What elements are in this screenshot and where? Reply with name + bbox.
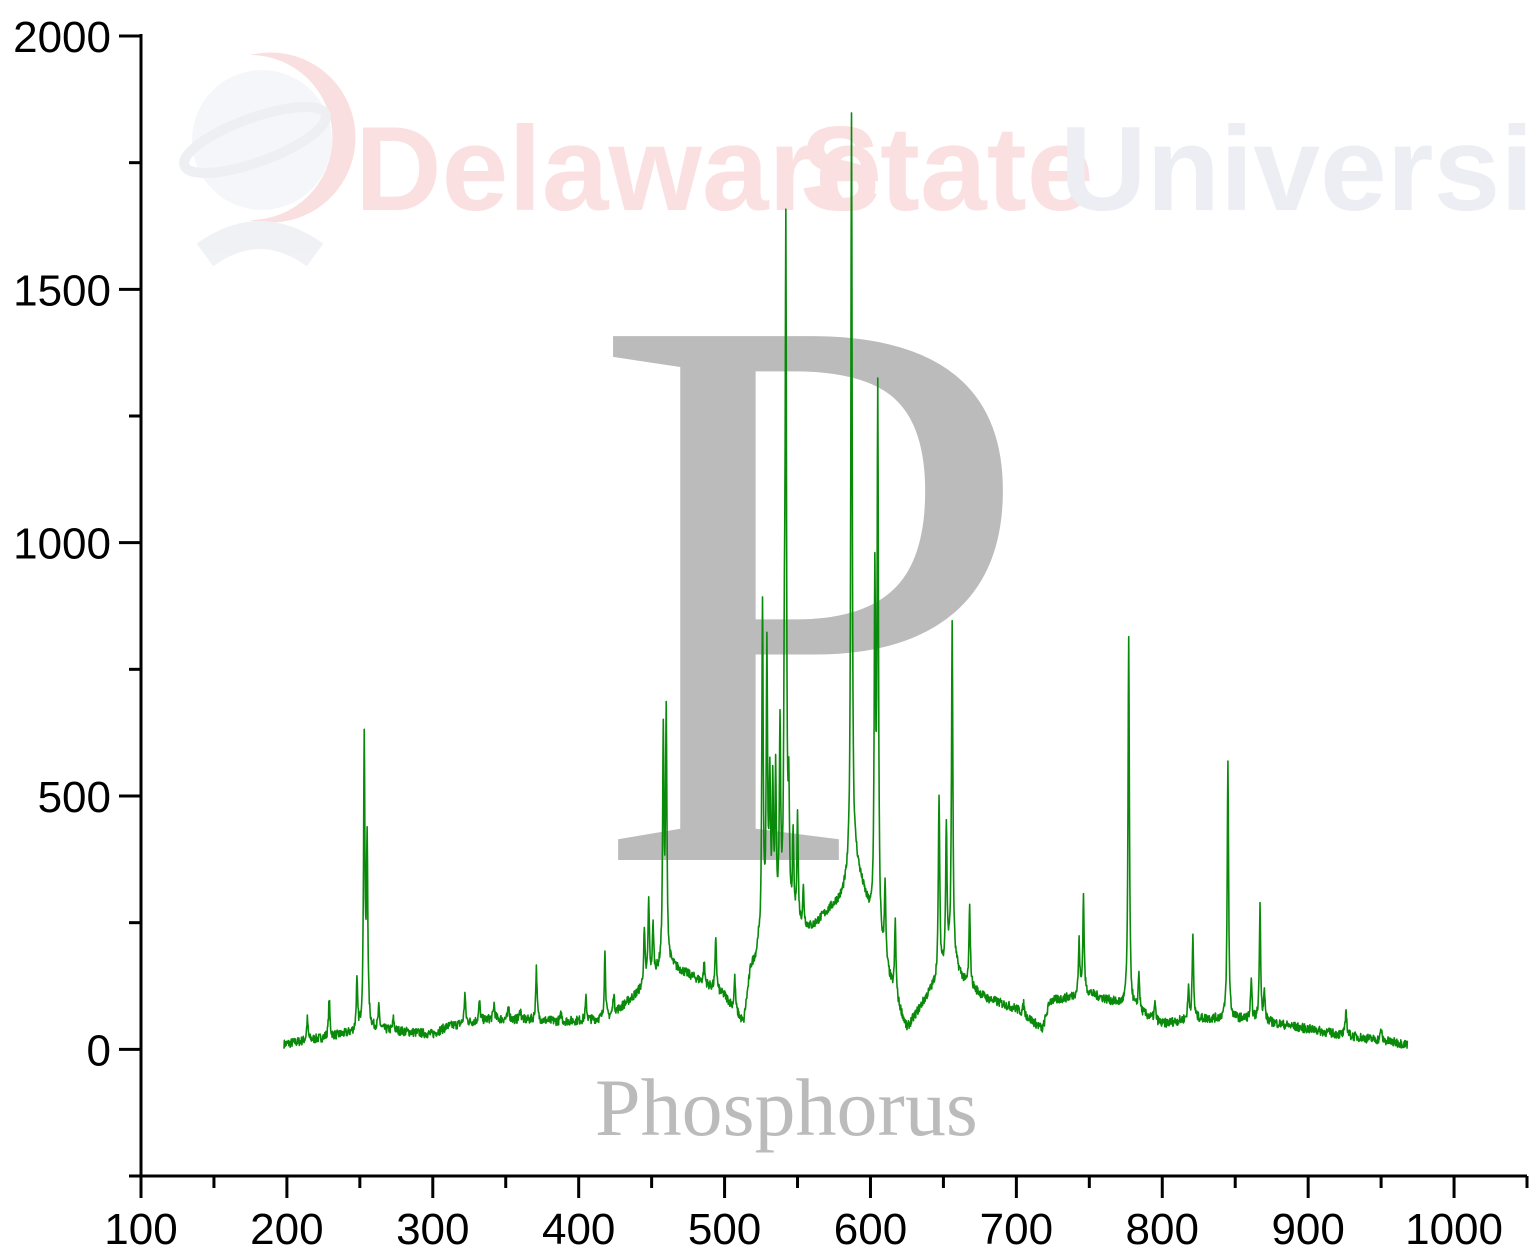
x-tick-label: 400: [542, 1205, 615, 1254]
watermark-word-2: State: [800, 102, 1093, 236]
y-axis-ticks: 0 500 1000 1500 2000: [13, 13, 141, 1178]
element-symbol: P: [590, 148, 1035, 1034]
x-tick-label: 900: [1271, 1205, 1344, 1254]
university-seal-icon: [179, 52, 356, 267]
x-tick-label: 200: [250, 1205, 323, 1254]
y-tick-label: 0: [87, 1026, 111, 1075]
y-tick-label: 1500: [13, 266, 111, 315]
x-tick-label: 300: [396, 1205, 469, 1254]
series-line: [283, 112, 1409, 1049]
x-tick-label: 500: [688, 1205, 761, 1254]
x-tick-label: 1000: [1405, 1205, 1503, 1254]
watermark-logo: Delaware State University: [179, 52, 1533, 267]
axes: [139, 34, 1527, 1178]
y-tick-label: 2000: [13, 13, 111, 62]
x-tick-label: 600: [834, 1205, 907, 1254]
element-name: Phosphorus: [595, 1062, 978, 1153]
x-tick-label: 100: [104, 1205, 177, 1254]
x-tick-label: 700: [980, 1205, 1053, 1254]
x-axis-ticks: 100 200 300 400 500 600 700 800 900 1000: [104, 1176, 1529, 1254]
x-tick-label: 800: [1126, 1205, 1199, 1254]
y-tick-label: 500: [38, 773, 111, 822]
watermark-word-1: Delaware: [355, 102, 882, 236]
y-tick-label: 1000: [13, 520, 111, 569]
watermark-word-3: University: [1060, 102, 1533, 236]
